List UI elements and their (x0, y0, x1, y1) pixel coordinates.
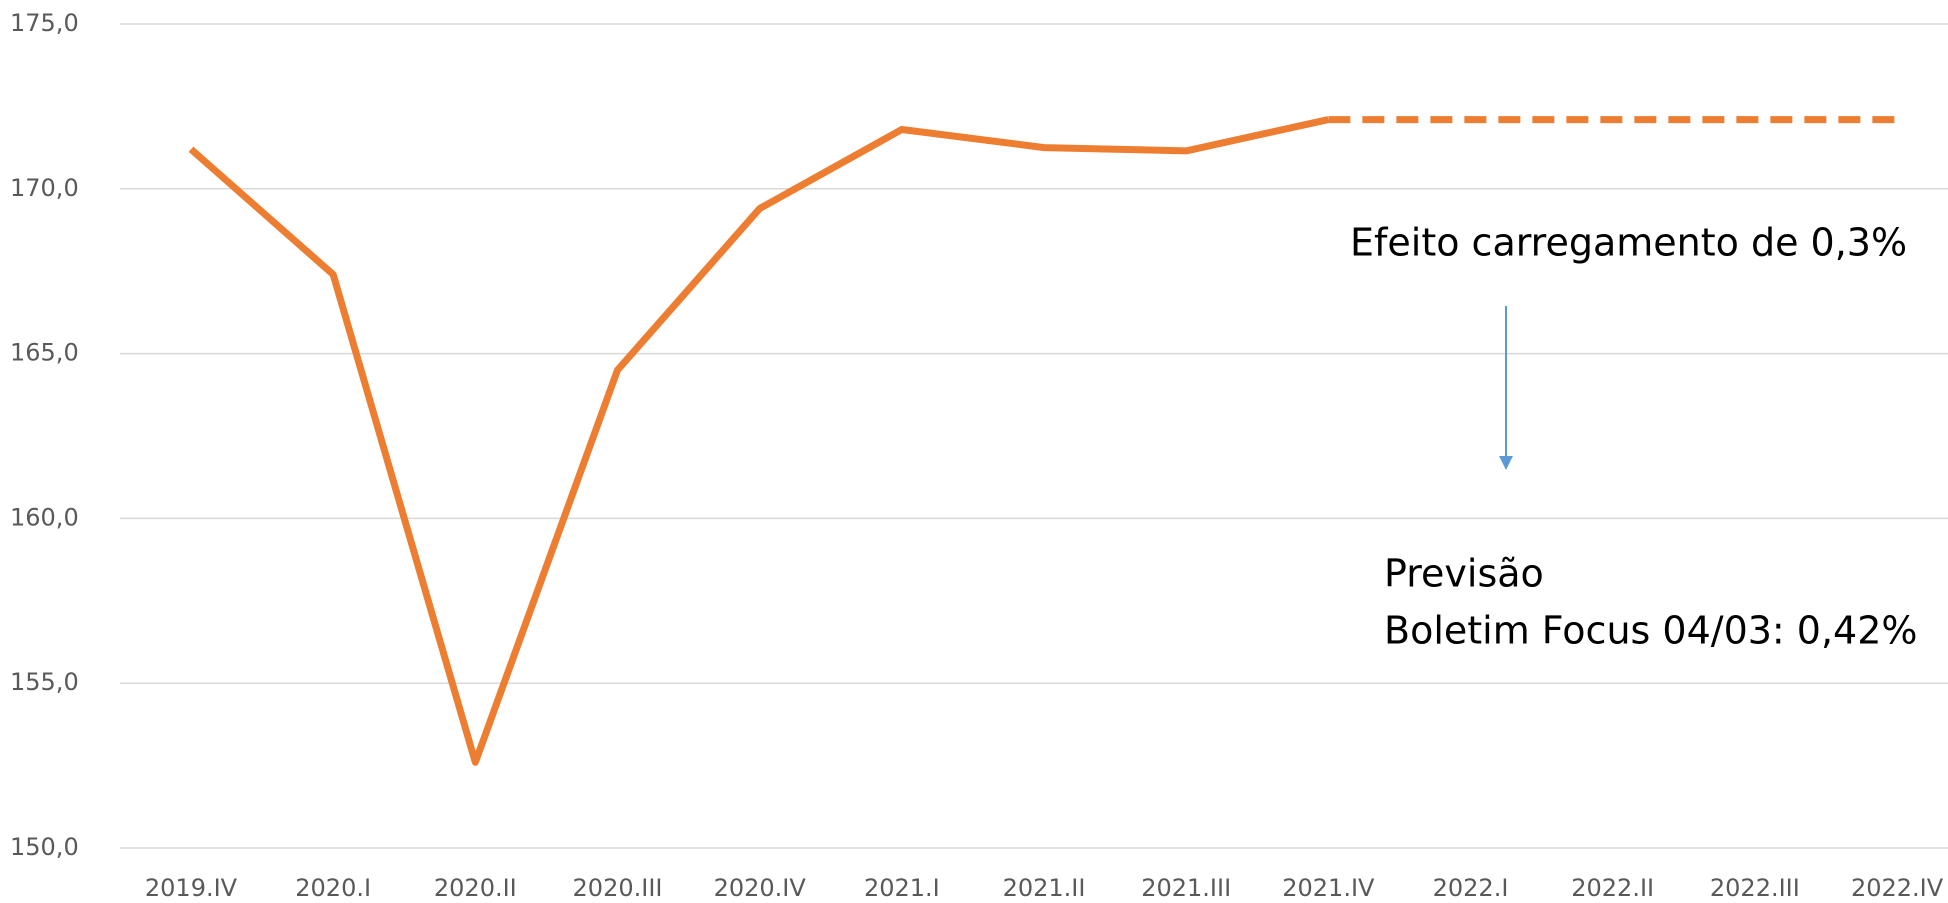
x-tick-label: 2020.II (434, 874, 517, 902)
arrow-head (1499, 456, 1513, 470)
x-tick-label: 2021.IV (1282, 874, 1375, 902)
x-tick-label: 2020.IV (714, 874, 807, 902)
x-tick-label: 2019.IV (145, 874, 238, 902)
x-tick-label: 2021.II (1003, 874, 1086, 902)
y-tick-label: 170,0 (10, 174, 79, 202)
y-tick-label: 150,0 (10, 833, 79, 861)
y-tick-label: 165,0 (10, 339, 79, 367)
x-tick-label: 2022.III (1710, 874, 1800, 902)
y-tick-label: 175,0 (10, 9, 79, 37)
annotation: Boletim Focus 04/03: 0,42% (1384, 609, 1918, 653)
x-tick-label: 2021.I (864, 874, 940, 902)
x-tick-label: 2020.III (573, 874, 663, 902)
y-tick-label: 155,0 (10, 668, 79, 696)
x-tick-label: 2022.IV (1851, 874, 1944, 902)
annotation: Previsão (1384, 552, 1544, 596)
y-tick-label: 160,0 (10, 503, 79, 531)
x-tick-label: 2022.II (1571, 874, 1654, 902)
x-tick-label: 2020.I (295, 874, 371, 902)
line-series (188, 116, 1330, 766)
x-tick-label: 2022.I (1433, 874, 1509, 902)
annotation: Efeito carregamento de 0,3% (1350, 221, 1907, 265)
x-tick-label: 2021.III (1141, 874, 1231, 902)
